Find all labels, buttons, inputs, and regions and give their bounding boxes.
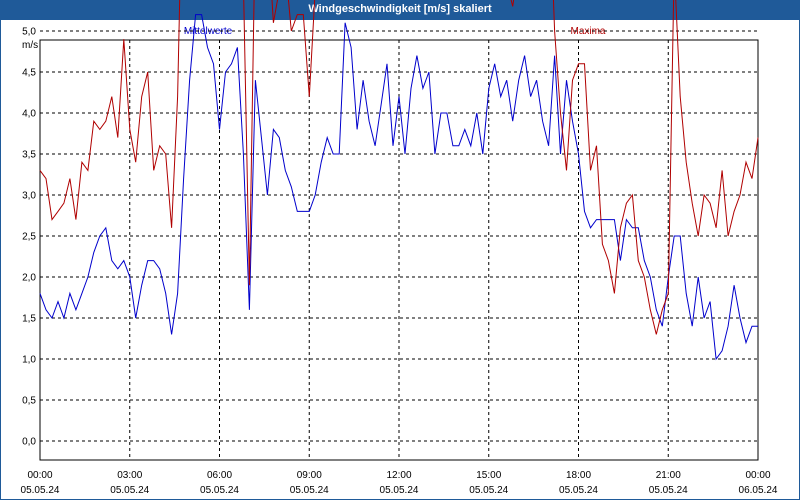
y-tick-label: 2,5 <box>22 232 36 243</box>
x-tick-date: 05.05.24 <box>469 485 508 496</box>
y-tick-label: 2,0 <box>22 273 36 284</box>
y-tick-label: 1,5 <box>22 314 36 325</box>
y-axis-unit-label: m/s <box>22 40 38 51</box>
series-line-mittelwerte <box>39 14 758 361</box>
y-tick-label: 3,0 <box>22 191 36 202</box>
y-tick-label: 5,0 <box>22 27 36 38</box>
y-tick-label: 4,0 <box>22 109 36 120</box>
x-tick-date: 05.05.24 <box>380 485 419 496</box>
x-tick-time: 00:00 <box>745 470 770 481</box>
x-tick-time: 09:00 <box>297 470 322 481</box>
x-tick-time: 18:00 <box>566 470 591 481</box>
x-tick-date: 05.05.24 <box>290 485 329 496</box>
x-tick-date: 05.05.24 <box>559 485 598 496</box>
x-tick-time: 03:00 <box>117 470 142 481</box>
x-tick-time: 21:00 <box>656 470 681 481</box>
chart-frame <box>0 19 800 500</box>
x-tick-date: 05.05.24 <box>21 485 60 496</box>
x-tick-time: 06:00 <box>207 470 232 481</box>
y-tick-label: 1,0 <box>22 355 36 366</box>
x-tick-time: 00:00 <box>27 470 52 481</box>
x-tick-time: 12:00 <box>386 470 411 481</box>
series-line-maxima <box>39 0 759 335</box>
x-tick-date: 06.05.24 <box>739 485 778 496</box>
y-tick-label: 3,5 <box>22 150 36 161</box>
x-tick-date: 05.05.24 <box>200 485 239 496</box>
y-tick-label: 0,5 <box>22 396 36 407</box>
x-tick-date: 05.05.24 <box>649 485 688 496</box>
x-tick-date: 05.05.24 <box>110 485 149 496</box>
y-tick-label: 4,5 <box>22 68 36 79</box>
y-tick-label: 0,0 <box>22 437 36 448</box>
x-tick-time: 15:00 <box>476 470 501 481</box>
